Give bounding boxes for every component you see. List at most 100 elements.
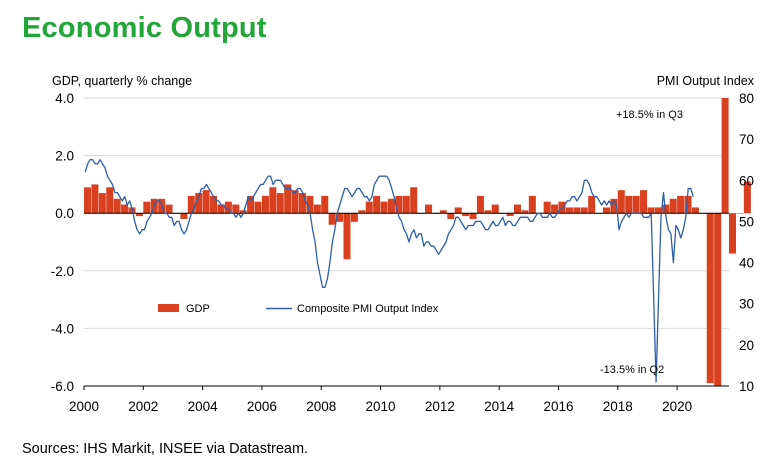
page-title: Economic Output — [22, 12, 267, 44]
gdp-bar — [617, 190, 625, 214]
left-tick-label: -2.0 — [51, 264, 74, 279]
left-axis-ticks: 4.0 2.0 0.0 -2.0 -4.0 -6.0 — [51, 91, 74, 394]
gdp-bar — [91, 184, 99, 214]
gdp-bar — [691, 207, 699, 214]
x-tick-label: 2020 — [662, 399, 692, 414]
gdp-bar — [528, 195, 536, 214]
legend-gdp-label: GDP — [186, 303, 210, 315]
gdp-bar — [632, 195, 640, 214]
chart: GDP, quarterly % change PMI Output Index… — [51, 74, 755, 414]
gdp-bar — [106, 187, 114, 214]
right-tick-label: 30 — [739, 297, 754, 312]
gdp-bar — [380, 201, 388, 214]
x-tick-label: 2010 — [366, 399, 396, 414]
gdp-bars — [84, 98, 751, 386]
gdp-bar — [321, 195, 329, 214]
gdp-bar — [447, 213, 455, 219]
gdp-bar — [269, 187, 277, 214]
pmi-line — [84, 159, 694, 383]
gdp-bar — [669, 198, 677, 214]
gridlines — [84, 97, 729, 387]
right-tick-label: 40 — [739, 256, 754, 271]
gdp-bar — [410, 187, 418, 214]
gdp-bar — [350, 213, 358, 222]
gdp-bar — [247, 195, 255, 214]
gdp-bar — [261, 195, 269, 214]
gdp-bar — [484, 210, 492, 214]
gdp-bar — [165, 204, 173, 214]
gdp-bar — [343, 213, 351, 260]
x-tick-label: 2018 — [603, 399, 633, 414]
gdp-bar — [395, 195, 403, 214]
gdp-bar — [202, 190, 210, 214]
right-axis-title: PMI Output Index — [657, 74, 755, 88]
x-tick-label: 2004 — [188, 399, 219, 414]
right-tick-label: 60 — [739, 173, 754, 188]
gdp-bar — [135, 213, 143, 217]
right-tick-label: 80 — [739, 91, 754, 106]
x-tick-label: 2008 — [306, 399, 336, 414]
gdp-bar — [217, 204, 225, 214]
right-tick-label: 10 — [739, 379, 754, 394]
gdp-bar — [180, 213, 188, 219]
gdp-bar — [476, 195, 484, 214]
gdp-bar — [425, 204, 433, 214]
gdp-bar — [573, 207, 581, 214]
gdp-bar — [336, 213, 344, 222]
gdp-bar — [514, 204, 522, 214]
x-tick-label: 2016 — [543, 399, 573, 414]
gdp-bar — [373, 195, 381, 214]
annotation-q3: +18.5% in Q3 — [616, 109, 683, 121]
right-tick-label: 20 — [739, 338, 754, 353]
x-tick-label: 2000 — [69, 399, 99, 414]
gdp-bar — [743, 181, 751, 214]
right-axis-ticks: 80 70 60 50 40 30 20 10 — [739, 91, 754, 394]
legend-pmi-label: Composite PMI Output Index — [297, 303, 439, 315]
left-tick-label: 2.0 — [55, 149, 74, 164]
gdp-bar — [224, 201, 232, 214]
gdp-bar — [454, 207, 462, 214]
gdp-bar — [588, 195, 596, 214]
gdp-bar — [313, 204, 321, 214]
gdp-bar — [306, 195, 314, 214]
x-tick-label: 2006 — [247, 399, 277, 414]
gdp-bar — [721, 98, 729, 214]
annotation-q2: -13.5% in Q2 — [600, 364, 664, 376]
gdp-bar — [276, 193, 284, 214]
left-axis-title: GDP, quarterly % change — [52, 74, 192, 88]
left-tick-label: 4.0 — [55, 91, 74, 106]
gdp-bar — [565, 207, 573, 214]
right-tick-label: 50 — [739, 214, 754, 229]
gdp-bar — [640, 190, 648, 214]
gdp-bar — [706, 213, 714, 384]
left-tick-label: 0.0 — [55, 206, 74, 221]
x-tick-label: 2002 — [128, 399, 158, 414]
legend: GDP Composite PMI Output Index — [158, 303, 439, 315]
gdp-bar — [469, 213, 477, 219]
gdp-bar — [284, 184, 292, 214]
x-axis-ticks: 2000 2002 2004 2006 2008 2010 2012 2014 2016 2018… — [69, 386, 692, 414]
gdp-bar — [113, 198, 121, 214]
left-tick-label: -4.0 — [51, 321, 74, 336]
gdp-bar — [625, 195, 633, 214]
gdp-bar — [402, 195, 410, 214]
gdp-bar — [551, 204, 559, 214]
x-tick-label: 2012 — [425, 399, 455, 414]
gdp-bar — [291, 190, 299, 214]
gdp-bar — [580, 207, 588, 214]
gdp-bar — [714, 213, 722, 386]
gdp-bar — [462, 213, 470, 217]
gdp-bar — [84, 187, 92, 214]
source-note: Sources: IHS Markit, INSEE via Datastrea… — [22, 441, 309, 457]
gdp-bar — [299, 193, 307, 214]
gdp-bar — [543, 201, 551, 214]
gdp-bar — [654, 207, 662, 214]
right-tick-label: 70 — [739, 132, 754, 147]
gdp-bar — [358, 210, 366, 214]
gdp-bar — [365, 201, 373, 214]
gdp-bar — [195, 193, 203, 214]
gdp-bar — [647, 207, 655, 214]
gdp-bar — [491, 204, 499, 214]
gdp-bar — [439, 210, 447, 214]
gdp-bar — [143, 201, 151, 214]
